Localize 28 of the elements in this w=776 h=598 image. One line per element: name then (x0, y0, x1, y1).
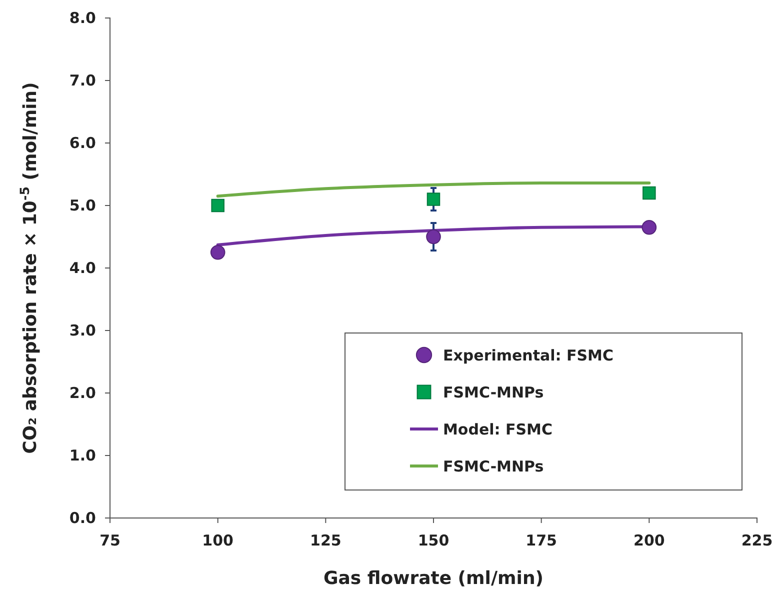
x-tick-label: 75 (100, 532, 120, 550)
x-tick-label: 100 (202, 532, 234, 550)
x-tick-label: 225 (741, 532, 773, 550)
y-tick-label: 5.0 (69, 196, 96, 214)
x-tick-label: 175 (526, 532, 557, 550)
y-tick-label: 3.0 (69, 321, 96, 340)
point (210, 244, 226, 260)
legend-label: Model: FSMC (443, 420, 552, 438)
point (642, 220, 657, 235)
legend-label: FSMC-MNPs (443, 383, 544, 402)
y-tick-label: 7.0 (69, 71, 96, 90)
legend-label: FSMC-MNPs (443, 457, 544, 476)
point (211, 198, 224, 212)
x-tick-label: 125 (310, 532, 342, 550)
x-tick-label: 200 (634, 532, 665, 550)
x-tick-label: 150 (418, 532, 450, 550)
x-axis-title: Gas flowrate (ml/min) (323, 568, 544, 589)
y-tick-label: 8.0 (69, 8, 96, 27)
line-series (216, 182, 651, 198)
y-tick-label: 4.0 (69, 258, 96, 277)
y-tick-label: 2.0 (69, 384, 96, 402)
y-tick-label: 0.0 (69, 508, 96, 527)
point (642, 186, 656, 200)
point (426, 229, 441, 244)
point (426, 192, 440, 206)
y-tick-label: 1.0 (69, 446, 96, 464)
legend-label: Experimental: FSMC (443, 346, 614, 364)
y-tick-label: 6.0 (69, 134, 96, 152)
